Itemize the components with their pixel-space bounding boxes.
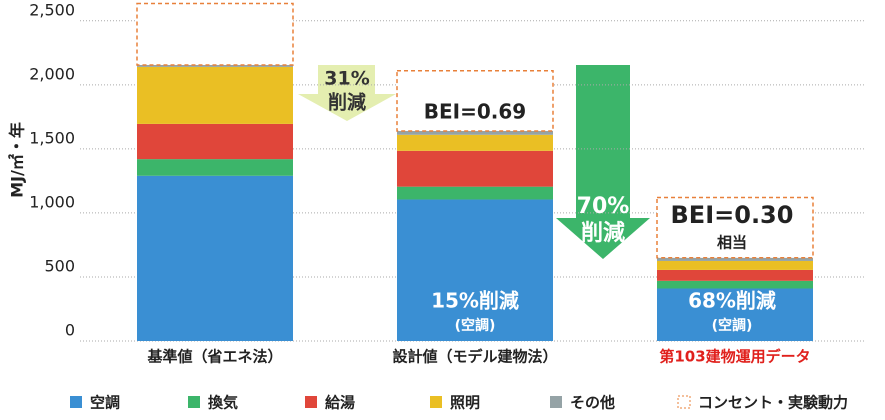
bar-segment	[137, 64, 293, 67]
annotation: (空調)	[712, 317, 753, 334]
legend-swatch	[70, 396, 82, 408]
bar-segment	[657, 288, 813, 341]
legend-label: コンセント・実験動力	[698, 394, 848, 412]
annotation: 削減	[328, 91, 366, 114]
bar-segment	[397, 199, 553, 341]
bar-segment	[656, 196, 814, 259]
bar-segment	[657, 260, 813, 270]
legend-label: その他	[570, 394, 615, 412]
annotation: 70%	[577, 194, 630, 219]
x-tick-label: 基準値（省エネ法）	[146, 348, 282, 366]
legend-label: 給湯	[325, 394, 355, 412]
annotation: 相当	[717, 234, 747, 252]
legend-swatch	[550, 396, 562, 408]
legend-label: 空調	[90, 394, 120, 412]
bar-segment	[397, 130, 553, 135]
y-tick-label: 0	[65, 321, 75, 340]
legend-swatch	[188, 396, 200, 408]
y-tick-label: 2,000	[29, 64, 75, 83]
bar-segment	[137, 66, 293, 124]
bar-segment	[397, 150, 553, 187]
y-tick-label: 1,000	[29, 192, 75, 211]
bar-segment	[137, 175, 293, 341]
legend-label: 照明	[450, 394, 480, 412]
legend-swatch	[677, 395, 691, 409]
annotation: 31%	[324, 68, 369, 90]
annotation: (空調)	[455, 317, 496, 334]
bar-segment	[397, 186, 553, 200]
annotation: BEI=0.30	[671, 201, 794, 229]
bar-segment	[657, 280, 813, 289]
annotation: 68%削減	[688, 289, 776, 313]
annotation: 15%削減	[431, 289, 519, 313]
bar-segment	[657, 269, 813, 281]
bar-segment	[396, 70, 554, 132]
x-tick-label: 設計値（モデル建物法）	[392, 348, 557, 366]
annotation: 削減	[581, 221, 625, 246]
y-axis-label: MJ/㎡・年	[8, 122, 27, 198]
y-tick-label: 500	[44, 256, 75, 275]
legend-swatch	[430, 396, 442, 408]
y-tick-label: 2,500	[29, 0, 75, 19]
bar-segment	[137, 159, 293, 176]
reduction-arrow	[556, 65, 650, 259]
reduction-arrow	[298, 65, 396, 121]
annotation: BEI=0.69	[424, 100, 526, 124]
bar-segment	[137, 123, 293, 160]
x-tick-label: 第103建物運用データ	[659, 348, 810, 366]
legend-label: 換気	[208, 394, 238, 412]
legend-swatch	[305, 396, 317, 408]
bar-segment	[136, 2, 294, 66]
y-tick-label: 1,500	[29, 128, 75, 147]
bar-segment	[397, 134, 553, 151]
bar-segment	[657, 257, 813, 261]
